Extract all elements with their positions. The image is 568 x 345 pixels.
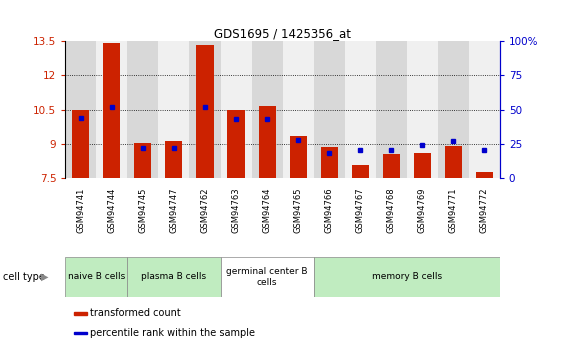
Bar [345,41,375,178]
Bar [314,41,345,178]
Title: GDS1695 / 1425356_at: GDS1695 / 1425356_at [214,27,351,40]
Bar [74,332,87,335]
Bar [190,41,220,178]
Bar [383,154,400,178]
Bar [476,172,493,178]
Text: germinal center B
cells: germinal center B cells [226,267,308,287]
Bar [445,146,462,178]
Bar [97,41,127,178]
Bar [220,41,252,178]
Bar [220,257,314,297]
Bar [469,41,500,178]
Bar [438,41,469,178]
Bar [314,257,500,297]
Bar [127,257,220,297]
Text: naive B cells: naive B cells [68,272,125,282]
Text: cell type: cell type [3,272,45,282]
Text: plasma B cells: plasma B cells [141,272,207,282]
Bar [158,41,190,178]
Bar [65,41,97,178]
Bar [320,147,337,178]
Bar [283,41,314,178]
Text: memory B cells: memory B cells [371,272,442,282]
Bar [74,312,87,315]
Bar [65,257,127,297]
Text: transformed count: transformed count [90,308,180,318]
Bar [127,41,158,178]
Bar [165,141,182,178]
Bar [375,41,407,178]
Bar [135,143,152,178]
Text: ▶: ▶ [41,272,48,282]
Bar [407,41,438,178]
Bar [197,45,214,178]
Bar [290,136,307,178]
Bar [352,165,369,178]
Bar [72,110,89,178]
Bar [414,154,431,178]
Text: percentile rank within the sample: percentile rank within the sample [90,328,254,338]
Bar [228,110,245,178]
Bar [103,43,120,178]
Bar [252,41,283,178]
Bar [258,106,275,178]
